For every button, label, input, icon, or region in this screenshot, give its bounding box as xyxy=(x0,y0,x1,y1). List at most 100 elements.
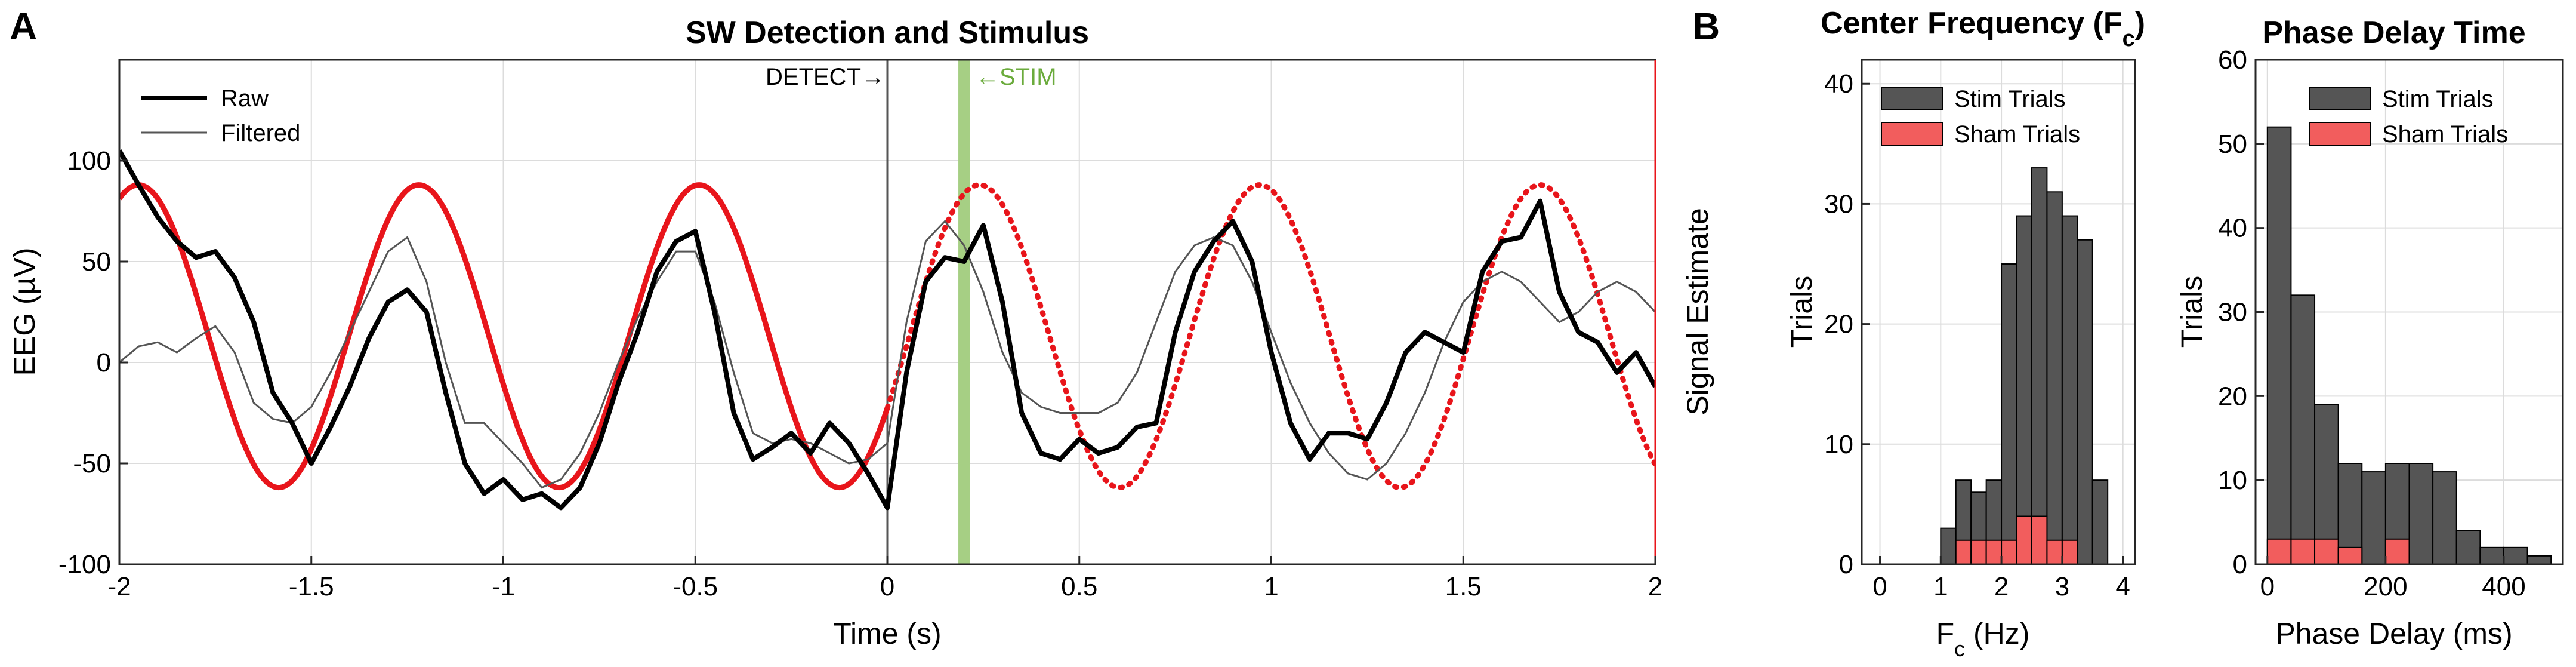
b2-x-tick-label: 200 xyxy=(2364,572,2407,601)
stim-bar xyxy=(2266,126,2292,565)
a-x-tick-label: -1.5 xyxy=(289,572,334,601)
b1-y-tick-label: 30 xyxy=(1824,189,1853,219)
stim-bar xyxy=(2432,471,2457,565)
b2-legend-stim-swatch xyxy=(2309,87,2371,110)
a-x-tick-label: 2 xyxy=(1648,572,1662,601)
signal-estimate-dotted-line xyxy=(884,182,1655,491)
b1-legend-sham-label: Sham Trials xyxy=(1954,121,2080,147)
panel-letter-b: B xyxy=(1692,5,1720,48)
stim-band xyxy=(958,60,970,564)
a-x-axis-label: Time (s) xyxy=(833,617,941,650)
b2-x-tick-label: 0 xyxy=(2260,572,2275,601)
sham-bar xyxy=(2031,515,2048,565)
b1-chart-title: Center Frequency (Fc) xyxy=(1821,6,2145,51)
b2-y-tick-label: 10 xyxy=(2218,466,2247,495)
b1-x-axis-label: Fc (Hz) xyxy=(1936,617,2030,661)
a-right-axis-label: Signal Estimate xyxy=(1681,208,1714,415)
a-legend: Raw Filtered xyxy=(141,85,300,146)
b1-xlabel-subscript: c xyxy=(1954,637,1965,661)
sham-bar xyxy=(2337,546,2363,565)
a-x-tick-label: -1 xyxy=(492,572,515,601)
sham-bar xyxy=(2061,539,2078,565)
stim-bar xyxy=(1940,527,1957,565)
stim-bar xyxy=(2046,191,2063,565)
sham-bar xyxy=(2314,538,2339,565)
b1-bars xyxy=(1940,167,2109,565)
a-ticks: -2 -1.5 -1 -0.5 0 0.5 1 1.5 2 -100 -50 0 50 100 xyxy=(58,146,1662,601)
stim-bar xyxy=(2061,215,2078,565)
b1-x-tick-label: 0 xyxy=(1872,572,1887,601)
b2-y-tick-label: 20 xyxy=(2218,382,2247,411)
b1-axes-frame xyxy=(1861,59,2136,565)
b1-title-subscript: c xyxy=(2122,26,2135,51)
a-y-tick-label: 100 xyxy=(67,146,111,176)
panel-b-phase-delay-chart: 0 200 400 0 10 20 30 40 50 60 Phase Delay Time Ph… xyxy=(2175,16,2564,650)
b2-y-axis-label: Trials xyxy=(2175,276,2208,348)
a-y-tick-label: 50 xyxy=(82,247,111,276)
b2-y-tick-label: 60 xyxy=(2218,45,2247,75)
sham-bar xyxy=(1985,539,2003,565)
sham-bar xyxy=(2016,515,2032,565)
stim-bar xyxy=(2479,546,2504,565)
sham-bar xyxy=(2290,538,2316,565)
a-y-tick-label: -50 xyxy=(73,449,111,478)
b2-legend-stim-label: Stim Trials xyxy=(2382,86,2494,112)
panel-letter-a: A xyxy=(10,5,37,48)
b2-y-tick-label: 50 xyxy=(2218,130,2247,159)
a-x-tick-label: -0.5 xyxy=(672,572,718,601)
sham-bar xyxy=(2001,539,2017,565)
stim-bar xyxy=(2091,479,2109,565)
stim-bar xyxy=(2503,546,2528,565)
stim-bar xyxy=(2001,263,2017,565)
b1-x-tick-label: 3 xyxy=(2055,572,2069,601)
b2-x-axis-label: Phase Delay (ms) xyxy=(2275,617,2512,650)
b1-legend-stim-label: Stim Trials xyxy=(1954,86,2066,112)
a-x-tick-label: -2 xyxy=(107,572,131,601)
detect-label: DETECT→ xyxy=(766,64,885,90)
stim-bar xyxy=(2077,239,2093,565)
b2-chart-title: Phase Delay Time xyxy=(2262,16,2525,50)
b1-x-tick-label: 4 xyxy=(2115,572,2130,601)
a-chart-title: SW Detection and Stimulus xyxy=(686,16,1089,50)
stim-bar xyxy=(2526,555,2552,565)
stim-bar xyxy=(2314,404,2339,565)
b1-y-axis-label: Trials xyxy=(1785,276,1818,348)
b1-x-tick-label: 2 xyxy=(1994,572,2009,601)
a-x-tick-label: 0 xyxy=(880,572,894,601)
stim-label: ←STIM xyxy=(976,64,1057,90)
a-x-tick-label: 1 xyxy=(1264,572,1278,601)
b1-y-tick-label: 0 xyxy=(1839,550,1853,579)
b2-legend: Stim Trials Sham Trials xyxy=(2309,86,2508,147)
a-x-tick-label: 1.5 xyxy=(1445,572,1482,601)
stim-bar xyxy=(2031,167,2048,565)
b1-legend-sham-swatch xyxy=(1881,122,1943,146)
a-x-tick-label: 0.5 xyxy=(1061,572,1097,601)
stim-bar xyxy=(2408,463,2434,565)
signal-estimate-solid-line xyxy=(119,182,890,491)
b1-y-tick-label: 20 xyxy=(1824,310,1853,339)
b2-bars xyxy=(2266,126,2552,565)
b2-y-tick-label: 30 xyxy=(2218,298,2247,327)
b1-y-tick-label: 40 xyxy=(1824,69,1853,99)
b2-ticks: 0 200 400 0 10 20 30 40 50 60 xyxy=(2218,45,2526,601)
sham-bar xyxy=(1970,539,1987,565)
sham-bar xyxy=(2266,538,2292,565)
series-filtered-line xyxy=(119,220,1655,489)
b1-y-tick-label: 10 xyxy=(1824,430,1853,459)
series-raw-line xyxy=(119,149,1655,511)
b2-x-tick-label: 400 xyxy=(2482,572,2525,601)
a-y-tick-label: 0 xyxy=(97,348,111,377)
sham-bar xyxy=(2046,539,2063,565)
a-y-tick-label: -100 xyxy=(58,550,111,579)
stim-bar xyxy=(2016,215,2032,565)
legend-filtered-label: Filtered xyxy=(221,120,300,146)
stim-bar xyxy=(2361,471,2386,565)
sham-bar xyxy=(1955,539,1972,565)
panel-a-eeg-chart: -2 -1.5 -1 -0.5 0 0.5 1 1.5 2 -100 -50 0 50 100 SW De… xyxy=(8,16,1714,650)
legend-raw-label: Raw xyxy=(221,85,269,112)
stim-bar xyxy=(2455,530,2481,565)
b2-y-tick-label: 40 xyxy=(2218,214,2247,243)
